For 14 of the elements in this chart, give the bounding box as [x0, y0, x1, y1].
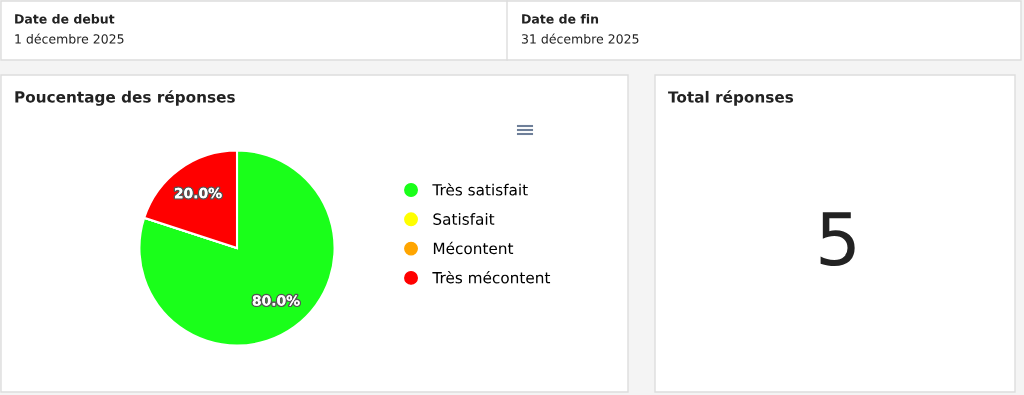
text: Date de debut: [15, 13, 115, 24]
data-label: 20.0%: [175, 187, 222, 199]
legend-label: Satisfait: [433, 213, 495, 225]
text: 31 décembre 2025: [521, 33, 639, 44]
chart-title: Poucentage des réponses: [15, 90, 235, 106]
text: 1 décembre 2025: [15, 33, 124, 44]
text: Date de fin: [522, 13, 599, 24]
text: 5: [820, 212, 855, 266]
data-label: 80.0%: [252, 295, 300, 306]
legend-label: Très satisfait: [432, 183, 528, 196]
pie-slice: [138, 149, 336, 347]
legend-label: Mécontent: [433, 241, 514, 255]
text: Total réponses: [668, 90, 794, 106]
legend-label: Très mécontent: [432, 271, 551, 284]
